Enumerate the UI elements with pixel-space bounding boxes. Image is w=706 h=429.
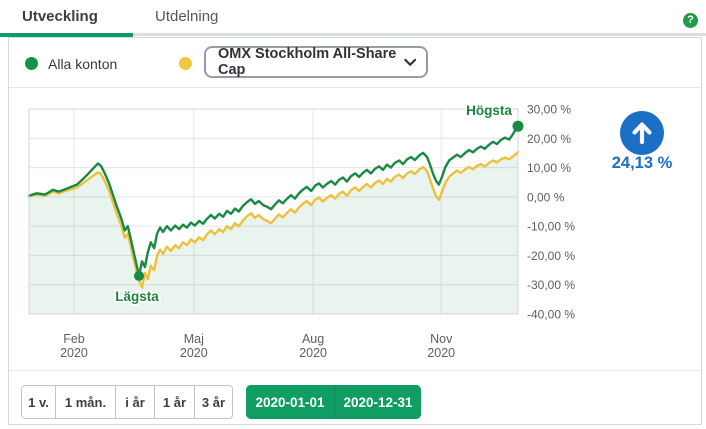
performance-panel: Alla konton OMX Stockholm All-Share Cap … [8, 37, 702, 425]
y-axis-label: -40,00 % [527, 308, 575, 322]
x-axis-label-month: Feb [63, 332, 85, 346]
y-axis-label: 10,00 % [527, 161, 571, 175]
x-axis-label-month: Maj [184, 332, 204, 346]
change-percent-value: 24,13 % [611, 154, 673, 172]
range-button-1man[interactable]: 1 mån. [56, 386, 116, 418]
account-series-dot [25, 57, 38, 70]
index-line [27, 150, 520, 289]
change-direction-badge [620, 111, 664, 155]
range-button-iar[interactable]: i år [116, 386, 155, 418]
chevron-down-icon [403, 58, 416, 66]
y-axis-label: -20,00 % [527, 249, 575, 263]
area-fill [29, 151, 518, 314]
y-axis-label: -10,00 % [527, 220, 575, 234]
range-button-1v[interactable]: 1 v. [22, 386, 56, 418]
date-button-group: 2020-01-01 2020-12-31 [246, 385, 421, 419]
y-axis-label: -30,00 % [527, 278, 575, 292]
x-axis-label-year: 2020 [299, 346, 327, 360]
y-axis-label: 20,00 % [527, 132, 571, 146]
account-series-label: Alla konton [48, 56, 118, 72]
performance-chart[interactable]: Lägsta Högsta 30,00 % 20,00 % 10,00 % 0,00 % -… [9, 88, 703, 370]
date-to-button[interactable]: 2020-12-31 [335, 385, 421, 419]
index-series-dot [179, 57, 192, 70]
active-tab-underline [0, 33, 133, 37]
x-axis-label-month: Aug [302, 332, 324, 346]
footer-controls: 1 v. 1 mån. i år 1 år 3 år 2020-01-01 20… [9, 385, 701, 419]
range-button-group: 1 v. 1 mån. i år 1 år 3 år [21, 385, 233, 419]
index-select-value: OMX Stockholm All-Share Cap [218, 46, 397, 78]
range-button-1ar[interactable]: 1 år [155, 386, 195, 418]
x-axis-label-year: 2020 [60, 346, 88, 360]
account-line [27, 124, 520, 278]
y-axis-label: 0,00 % [527, 190, 565, 204]
tab-utveckling[interactable]: Utveckling [22, 8, 98, 25]
lowest-marker-label: Lägsta [115, 289, 159, 304]
arrow-up-icon [632, 122, 652, 145]
x-axis-label-year: 2020 [180, 346, 208, 360]
x-axis-label-month: Nov [430, 332, 453, 346]
highest-marker-label: Högsta [466, 103, 512, 118]
help-icon[interactable]: ? [683, 13, 698, 28]
lowest-point-dot [134, 270, 145, 281]
x-axis-label-year: 2020 [427, 346, 455, 360]
tab-utdelning[interactable]: Utdelning [155, 8, 219, 25]
index-select[interactable]: OMX Stockholm All-Share Cap [204, 46, 428, 78]
footer-divider [9, 370, 701, 371]
plot-border [28, 108, 519, 315]
legend-divider [9, 87, 701, 88]
y-axis-label: 30,00 % [527, 103, 571, 117]
range-button-3ar[interactable]: 3 år [195, 386, 232, 418]
date-from-button[interactable]: 2020-01-01 [246, 385, 334, 419]
highest-point-dot [512, 120, 524, 132]
tab-track [0, 33, 706, 36]
